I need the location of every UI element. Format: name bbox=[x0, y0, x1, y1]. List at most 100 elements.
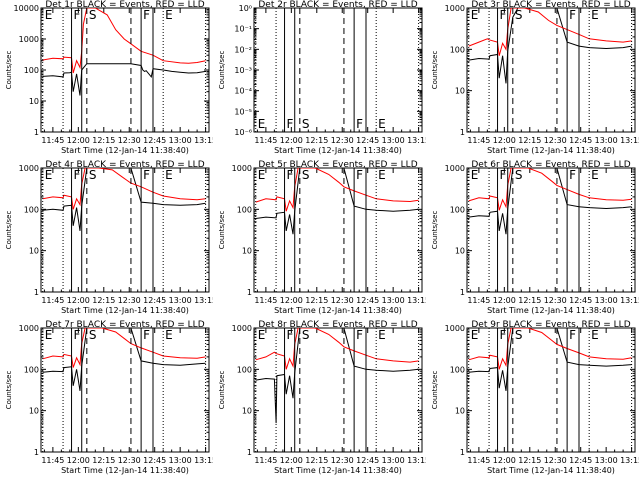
x-tick-label: 12:00 bbox=[280, 136, 303, 145]
lld-series-line bbox=[42, 8, 206, 74]
flag-label: S bbox=[515, 328, 523, 342]
x-tick-label: 12:45 bbox=[569, 456, 592, 465]
chart-title: Det 5r BLACK = Events, RED = LLD bbox=[258, 160, 417, 170]
x-tick-label: 12:30 bbox=[118, 456, 141, 465]
flag-label: S bbox=[302, 117, 310, 131]
y-tick-label: 10⁻² bbox=[234, 45, 252, 54]
y-tick-label: 100 bbox=[24, 365, 39, 374]
flag-label: S bbox=[302, 328, 310, 342]
x-tick-label: 12:45 bbox=[356, 296, 379, 305]
x-tick-label: 13:15 bbox=[194, 136, 213, 145]
events-series-line bbox=[42, 63, 206, 96]
flag-label: E bbox=[378, 168, 386, 182]
flag-label: E bbox=[45, 168, 53, 182]
y-axis-label: Counts/sec bbox=[5, 211, 13, 250]
lld-series-line bbox=[255, 168, 419, 212]
x-tick-label: 11:45 bbox=[41, 456, 64, 465]
flag-label: F bbox=[143, 8, 150, 22]
events-series-line bbox=[255, 328, 419, 424]
detector-chart-9: Det 9r BLACK = Events, RED = LLD 11:45 12:… bbox=[431, 320, 639, 475]
chart-title: Det 8r BLACK = Events, RED = LLD bbox=[258, 320, 417, 330]
flag-label: E bbox=[165, 168, 173, 182]
flag-label: E bbox=[258, 117, 266, 131]
y-tick-label: 10 bbox=[29, 97, 39, 106]
y-tick-label: 100 bbox=[237, 205, 252, 214]
x-tick-label: 11:45 bbox=[254, 136, 277, 145]
flag-label: S bbox=[302, 168, 310, 182]
x-tick-label: 13:15 bbox=[194, 296, 213, 305]
x-tick-label: 11:45 bbox=[41, 136, 64, 145]
x-tick-label: 12:30 bbox=[544, 136, 567, 145]
x-tick-label: 13:15 bbox=[620, 456, 639, 465]
x-tick-label: 12:45 bbox=[356, 456, 379, 465]
y-tick-label: 10 bbox=[455, 407, 465, 416]
flag-label: E bbox=[378, 117, 386, 131]
y-tick-label: 1 bbox=[247, 288, 252, 297]
flag-label: F bbox=[569, 8, 576, 22]
y-tick-label: 100 bbox=[24, 205, 39, 214]
flag-label: E bbox=[471, 168, 479, 182]
x-tick-label: 12:45 bbox=[356, 136, 379, 145]
x-tick-label: 12:00 bbox=[493, 136, 516, 145]
x-tick-label: 12:00 bbox=[67, 456, 90, 465]
x-tick-label: 13:15 bbox=[620, 136, 639, 145]
x-axis-label: Start Time (12-Jan-14 11:38:40) bbox=[274, 306, 402, 315]
y-tick-label: 100 bbox=[237, 365, 252, 374]
x-tick-label: 12:00 bbox=[493, 296, 516, 305]
y-tick-label: 1000 bbox=[445, 324, 465, 333]
y-tick-label: 1000 bbox=[19, 35, 39, 44]
y-tick-label: 1000 bbox=[19, 164, 39, 173]
y-tick-label: 1 bbox=[460, 128, 465, 137]
y-tick-label: 100 bbox=[450, 45, 465, 54]
x-tick-label: 13:00 bbox=[595, 296, 618, 305]
x-tick-label: 12:45 bbox=[569, 296, 592, 305]
x-axis-label: Start Time (12-Jan-14 11:38:40) bbox=[487, 466, 615, 475]
y-tick-label: 10 bbox=[242, 407, 252, 416]
plot-frame bbox=[40, 167, 210, 293]
chart-title: Det 6r BLACK = Events, RED = LLD bbox=[471, 160, 630, 170]
events-series-line bbox=[42, 168, 206, 231]
x-tick-label: 13:00 bbox=[382, 296, 405, 305]
x-tick-label: 12:15 bbox=[518, 136, 541, 145]
x-tick-label: 12:45 bbox=[143, 136, 166, 145]
x-tick-label: 13:15 bbox=[407, 136, 426, 145]
y-tick-label: 1 bbox=[34, 448, 39, 457]
flag-label: F bbox=[500, 8, 507, 22]
y-tick-label: 1 bbox=[460, 448, 465, 457]
flag-label: F bbox=[569, 168, 576, 182]
x-tick-label: 11:45 bbox=[467, 136, 490, 145]
plot-frame bbox=[40, 7, 210, 133]
x-tick-label: 13:00 bbox=[595, 136, 618, 145]
plot-frame bbox=[253, 167, 423, 293]
y-axis-label: Counts/sec bbox=[218, 51, 226, 90]
flag-label: E bbox=[591, 168, 599, 182]
x-tick-label: 13:15 bbox=[620, 296, 639, 305]
x-tick-label: 11:45 bbox=[467, 456, 490, 465]
chart-title: Det 9r BLACK = Events, RED = LLD bbox=[471, 320, 630, 330]
flag-label: S bbox=[515, 168, 523, 182]
y-tick-label: 1 bbox=[460, 288, 465, 297]
flag-label: F bbox=[74, 168, 81, 182]
x-tick-label: 12:45 bbox=[143, 456, 166, 465]
chart-title: Det 1r BLACK = Events, RED = LLD bbox=[45, 0, 204, 10]
y-tick-label: 100 bbox=[450, 205, 465, 214]
x-tick-label: 12:15 bbox=[305, 136, 328, 145]
x-tick-label: 13:00 bbox=[382, 136, 405, 145]
flag-label: F bbox=[74, 328, 81, 342]
x-tick-label: 12:15 bbox=[92, 456, 115, 465]
flag-label: E bbox=[471, 8, 479, 22]
y-tick-label: 10 bbox=[29, 247, 39, 256]
y-tick-label: 100 bbox=[24, 66, 39, 75]
flag-label: F bbox=[569, 328, 576, 342]
x-tick-label: 13:15 bbox=[407, 456, 426, 465]
x-tick-label: 12:00 bbox=[67, 136, 90, 145]
plot-frame bbox=[466, 7, 636, 133]
flag-label: F bbox=[143, 328, 150, 342]
lld-series-line bbox=[468, 168, 632, 211]
flag-label: F bbox=[287, 328, 294, 342]
x-axis-label: Start Time (12-Jan-14 11:38:40) bbox=[274, 146, 402, 155]
